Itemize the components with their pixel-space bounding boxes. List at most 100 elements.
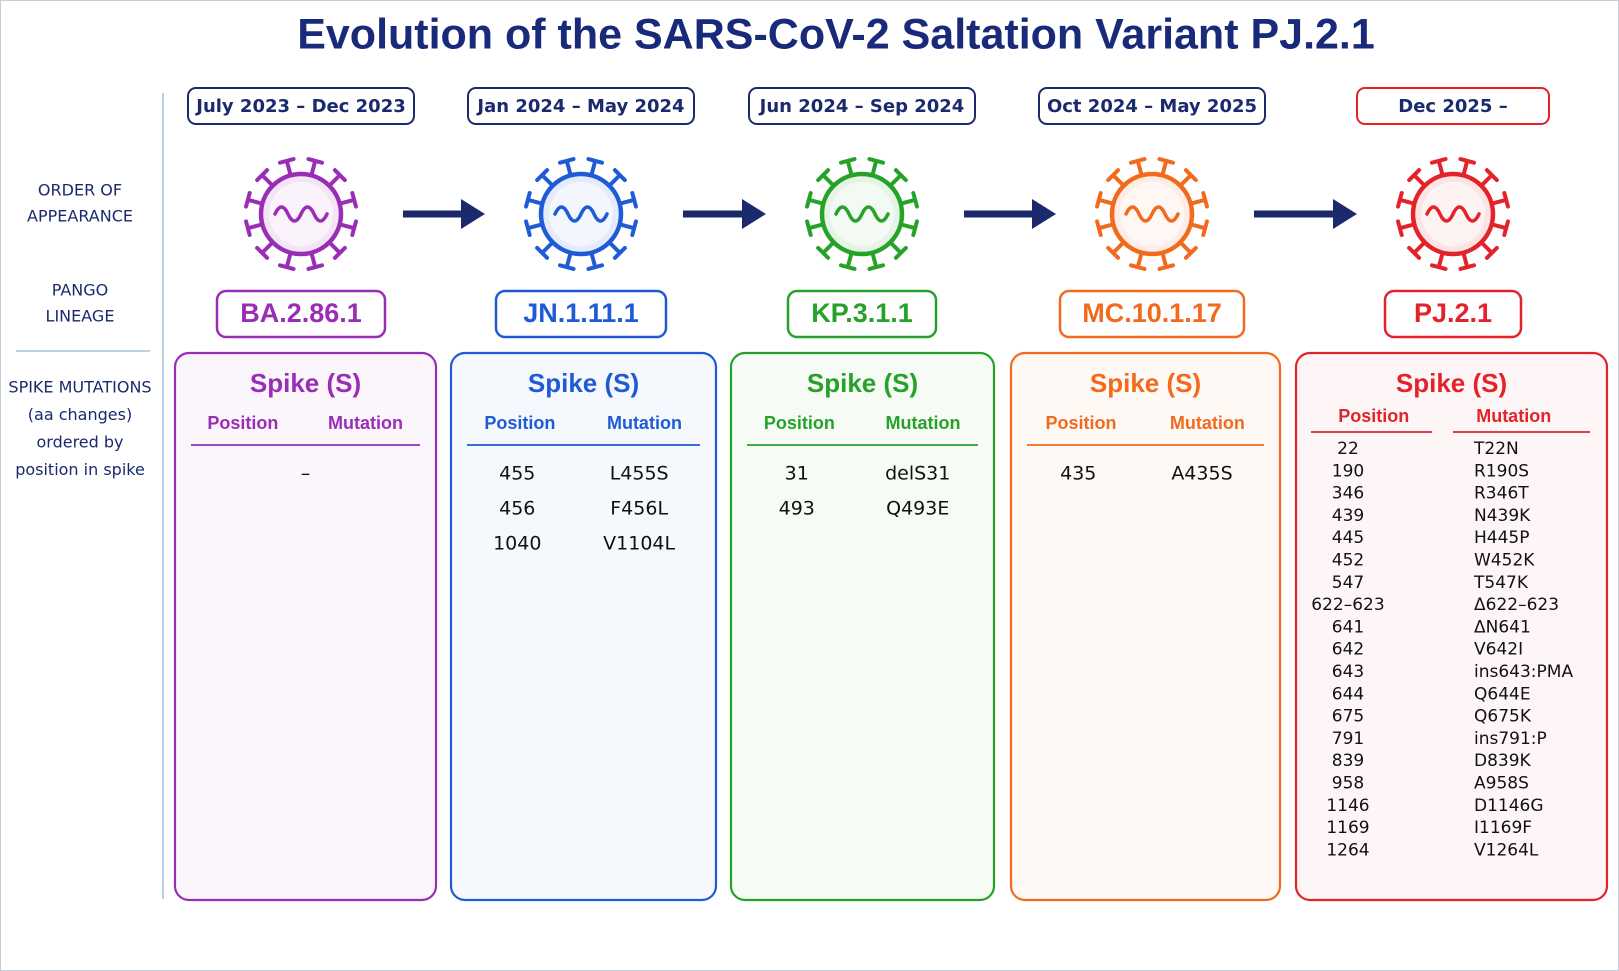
spike — [1412, 240, 1427, 255]
mutation: ins643:PMA — [1474, 662, 1573, 682]
spike — [1178, 173, 1193, 188]
column-header: Position — [1045, 413, 1116, 433]
virus-icon — [1095, 157, 1209, 271]
column-header: Mutation — [1170, 413, 1245, 433]
position: 455 — [499, 463, 535, 485]
spike-tip — [1183, 245, 1198, 260]
mutation: R190S — [1474, 461, 1529, 481]
period-pill — [1038, 87, 1266, 125]
position: 1146 — [1326, 796, 1369, 816]
mutation: delS31 — [885, 463, 950, 485]
spike — [1479, 173, 1494, 188]
virus-icon — [524, 157, 638, 271]
spike-tip — [911, 191, 919, 209]
column-header: Mutation — [607, 413, 682, 433]
spike-tip — [1430, 157, 1448, 165]
spike — [260, 240, 275, 255]
position: 791 — [1332, 729, 1364, 749]
mutation: V642I — [1474, 640, 1523, 660]
spike-tip — [558, 157, 576, 165]
period: Dec 2025 – — [1398, 96, 1507, 117]
table-title: Spike (S) — [807, 368, 918, 398]
spike-tip — [278, 157, 296, 165]
spike-tip — [524, 219, 532, 237]
row-label: position in spike — [15, 460, 145, 479]
mutation: Δ622–623 — [1474, 595, 1559, 615]
spike-tip — [839, 157, 857, 165]
table-box — [1009, 351, 1282, 902]
spike-tip — [1129, 263, 1147, 271]
row-label: SPIKE MUTATIONS — [8, 378, 151, 397]
spike-tip — [1458, 263, 1476, 271]
spike-tip — [1430, 263, 1448, 271]
position: 839 — [1332, 751, 1364, 771]
virus-icon — [805, 157, 919, 271]
spike-tip — [1396, 219, 1404, 237]
position: 435 — [1060, 463, 1096, 485]
spike-tip — [893, 168, 908, 183]
spike-tip — [1484, 168, 1499, 183]
spike-tip — [1396, 191, 1404, 209]
spike-tip — [1095, 219, 1103, 237]
column-header: Position — [764, 413, 835, 433]
position: 1040 — [493, 533, 541, 555]
spike-tip — [244, 219, 252, 237]
mutation: A958S — [1474, 774, 1529, 794]
spike — [1479, 240, 1494, 255]
spike — [309, 160, 318, 176]
period: Oct 2024 – May 2025 — [1047, 96, 1257, 117]
lineage: MC.10.1.17 — [1082, 298, 1222, 328]
spike — [1178, 240, 1193, 255]
spike-tip — [1484, 245, 1499, 260]
mutation: N439K — [1474, 506, 1531, 526]
lineage-pill — [1058, 289, 1246, 339]
mutation: D1146G — [1474, 796, 1544, 816]
arrow-head — [1333, 199, 1357, 229]
spike — [327, 240, 342, 255]
position: 622–623 — [1311, 595, 1384, 615]
spike-tip — [1106, 245, 1121, 260]
period-pill — [748, 87, 976, 125]
mutation: T22N — [1473, 439, 1519, 459]
spike — [888, 240, 903, 255]
row-label: APPEARANCE — [27, 207, 133, 226]
position: 493 — [779, 498, 815, 520]
spike — [1436, 252, 1445, 268]
row-label: ORDER OF — [38, 181, 122, 200]
row-label: (aa changes) — [28, 405, 132, 424]
mutation: I1169F — [1474, 818, 1532, 838]
spike-tip — [1095, 191, 1103, 209]
spike — [845, 252, 854, 268]
column-header: Mutation — [1476, 406, 1551, 426]
spike — [1461, 252, 1470, 268]
table-box — [449, 351, 718, 902]
spike — [900, 197, 916, 206]
spike — [900, 222, 916, 231]
spike — [527, 222, 543, 231]
spike — [564, 160, 573, 176]
lineage: PJ.2.1 — [1414, 298, 1492, 328]
row-label: LINEAGE — [46, 307, 115, 326]
mutation: Q675K — [1474, 707, 1532, 727]
column-header: Mutation — [885, 413, 960, 433]
column-header: Position — [207, 413, 278, 433]
spike — [247, 222, 263, 231]
title: Evolution of the SARS-CoV-2 Saltation Va… — [297, 10, 1375, 58]
spike-tip — [244, 191, 252, 209]
spike-tip — [630, 191, 638, 209]
spike-tip — [586, 157, 604, 165]
spike — [1436, 160, 1445, 176]
lineage-pill — [1383, 289, 1523, 339]
table-title: Spike (S) — [1396, 368, 1507, 398]
period: July 2023 – Dec 2023 — [194, 96, 406, 117]
position: 547 — [1332, 573, 1364, 593]
spike-tip — [350, 219, 358, 237]
rna — [553, 205, 609, 223]
virus-icon — [244, 157, 358, 271]
spike — [870, 252, 879, 268]
position: 642 — [1332, 640, 1364, 660]
spike-tip — [630, 219, 638, 237]
arrow-head — [1032, 199, 1056, 229]
